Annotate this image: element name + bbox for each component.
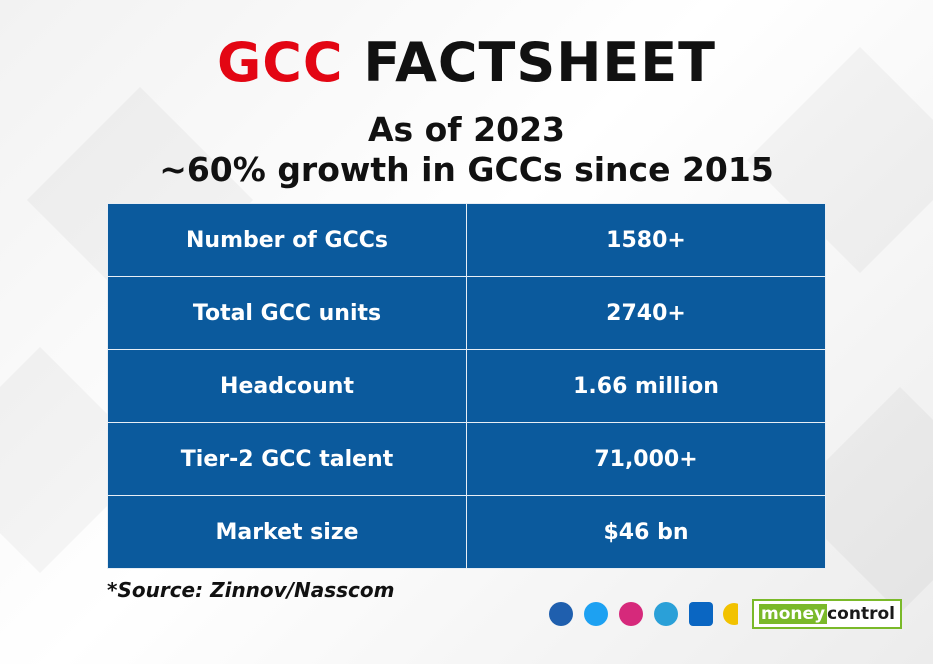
table-row: Total GCC units 2740+ [107,276,826,350]
row-value: 2740+ [466,276,826,350]
row-label: Number of GCCs [107,203,467,277]
table-row: Tier-2 GCC talent 71,000+ [107,422,826,496]
linkedin-icon[interactable] [689,602,713,626]
row-value: 1580+ [466,203,826,277]
social-icons [549,602,738,626]
title-text: FACTSHEET [363,31,717,94]
table-row: Market size $46 bn [107,495,826,569]
other-icon[interactable] [723,603,738,625]
source-note: *Source: Zinnov/Nasscom [107,578,395,602]
title-highlight: GCC [216,31,344,94]
row-label: Headcount [107,349,467,423]
telegram-icon[interactable] [654,602,678,626]
row-label: Total GCC units [107,276,467,350]
facebook-icon[interactable] [549,602,573,626]
logo-part: control [827,604,895,624]
row-value: 1.66 million [466,349,826,423]
table-row: Number of GCCs 1580+ [107,203,826,277]
table-row: Headcount 1.66 million [107,349,826,423]
subtitle: ~60% growth in GCCs since 2015 [159,150,774,189]
subtitle: As of 2023 [367,110,566,149]
logo-part: money [759,604,828,624]
instagram-icon[interactable] [619,602,643,626]
row-label: Tier-2 GCC talent [107,422,467,496]
row-value: 71,000+ [466,422,826,496]
twitter-icon[interactable] [584,602,608,626]
row-value: $46 bn [466,495,826,569]
fact-table: Number of GCCs 1580+ Total GCC units 2740+ H… [107,203,826,569]
row-label: Market size [107,495,467,569]
title: GCC FACTSHEET [0,28,933,98]
logo: money control [752,599,902,629]
